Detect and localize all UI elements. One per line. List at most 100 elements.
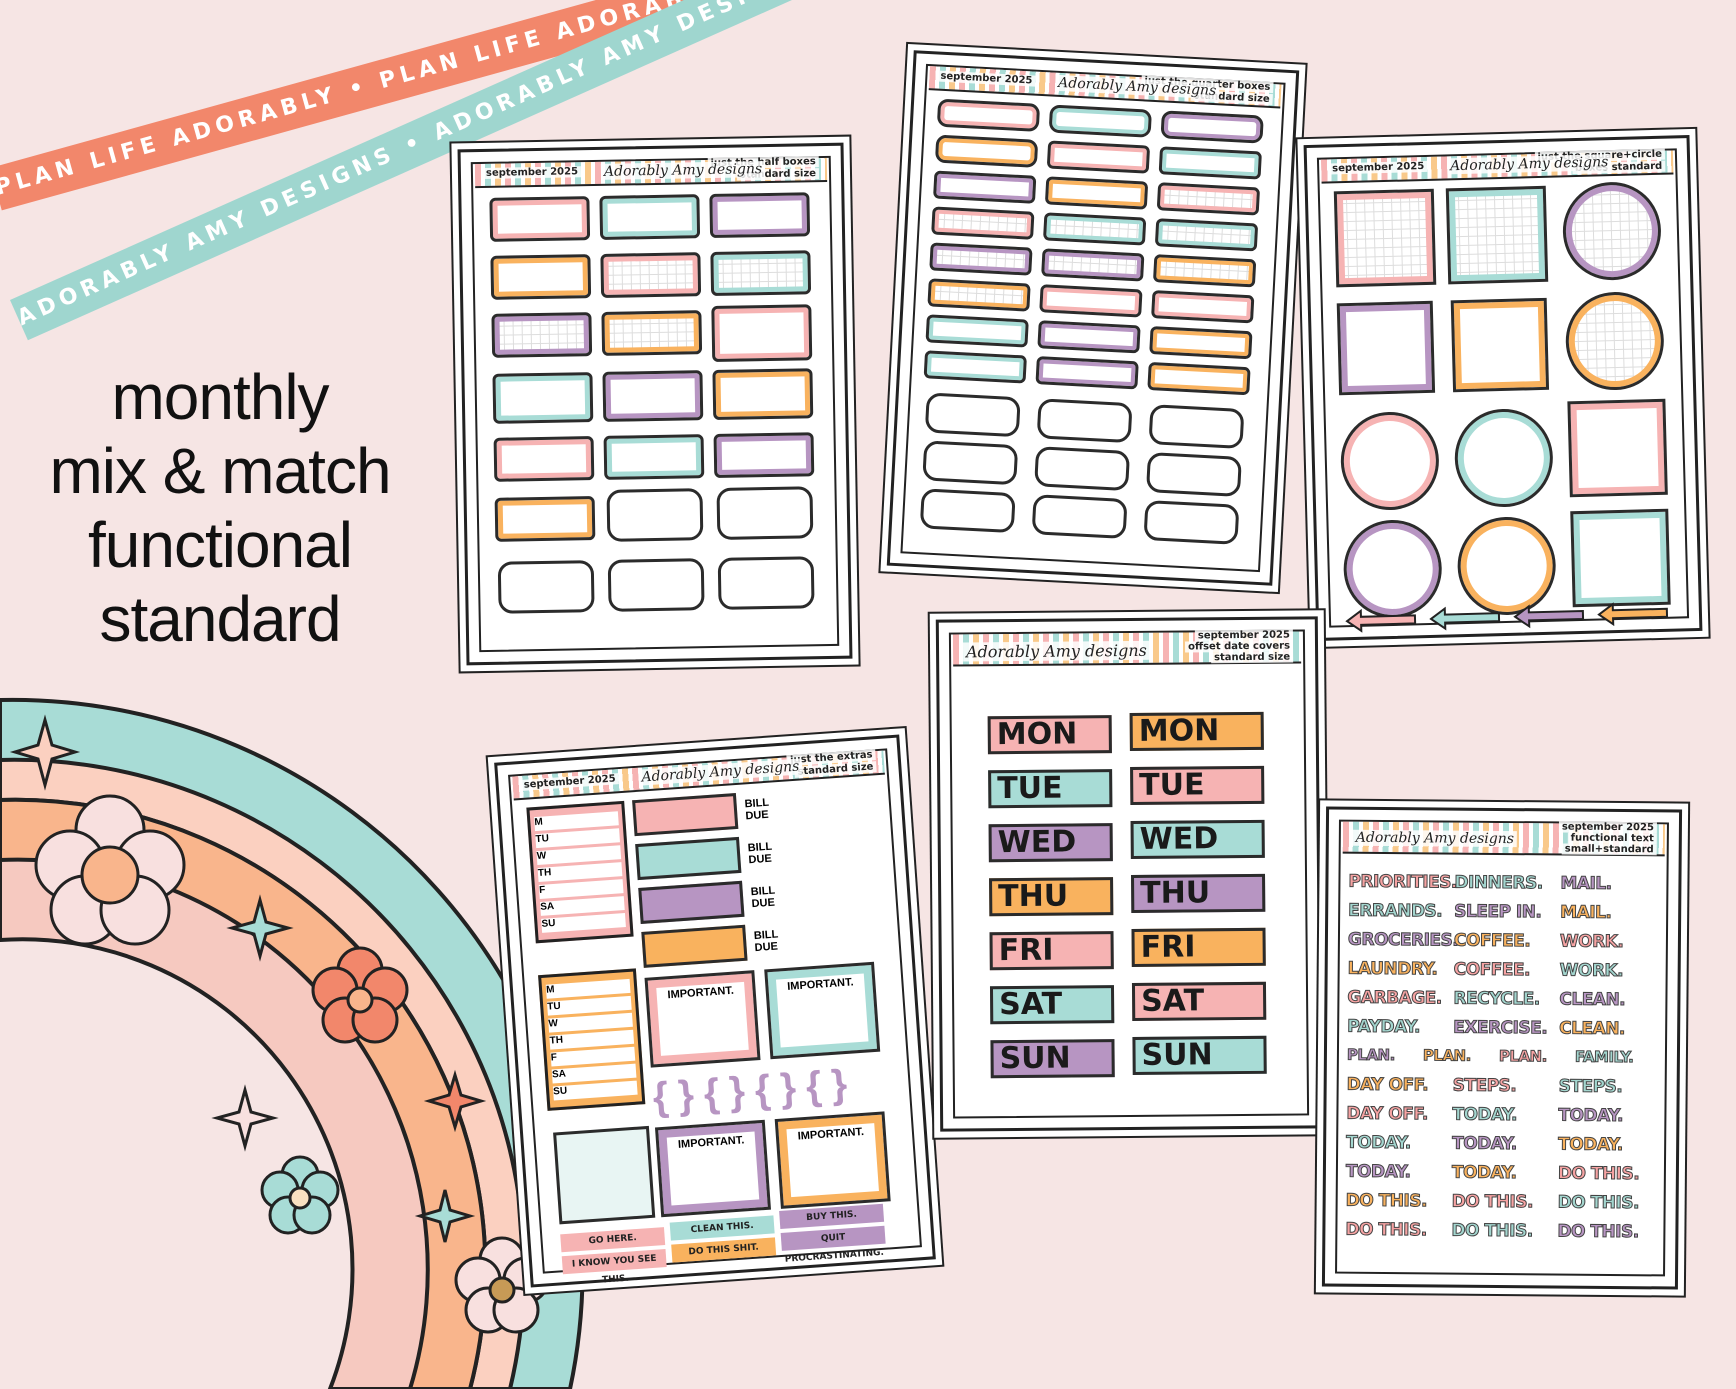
date-cover: TUE [988, 769, 1113, 809]
functional-text-word: DO THIS. [1557, 1192, 1640, 1214]
date-cover: THU [1131, 873, 1266, 913]
week-day: SU [552, 1080, 638, 1101]
date-cover: FRI [989, 931, 1114, 971]
coral-flower-icon [311, 946, 409, 1044]
quarter-box [933, 170, 1037, 204]
functional-text-word: WORK. [1559, 960, 1624, 982]
functional-text-word: TODAY. [1558, 1105, 1624, 1127]
functional-text-word: STEPS. [1452, 1075, 1517, 1097]
quarter-box-grid [1152, 254, 1257, 288]
quarter-box-grid [1154, 218, 1259, 252]
headline-line-3: functional [88, 509, 353, 581]
square-box [1450, 297, 1550, 393]
sheet-extras: september 2025 just the extras standard … [494, 734, 936, 1288]
functional-text-word: WORK. [1559, 931, 1624, 953]
functional-text-word: TODAY. [1345, 1161, 1411, 1183]
square-box [1333, 188, 1437, 288]
important-box: IMPORTANT. [774, 1111, 891, 1209]
functional-text-word: STEPS. [1558, 1076, 1623, 1098]
sheet-month: september 2025 [937, 70, 1036, 87]
functional-text-word: FAMILY. [1574, 1047, 1634, 1067]
half-box-grid [600, 252, 702, 298]
date-cover: THU [989, 877, 1114, 917]
functional-text-word: COFFEE. [1453, 959, 1531, 981]
functional-text-word: MAIL. [1560, 902, 1612, 923]
bill-due-label: BILL DUE [750, 884, 776, 911]
functional-text-word: PRIORITIES. [1348, 871, 1458, 893]
sheet-title: september 2025 [1558, 821, 1657, 834]
quarter-box [1147, 361, 1251, 396]
washi-box [1034, 446, 1131, 492]
headline-line-1: monthly [111, 361, 329, 433]
functional-text-word: GROCERIES. [1347, 929, 1459, 951]
quarter-box [1037, 320, 1141, 354]
functional-text-word: CLEAN. [1559, 989, 1626, 1011]
date-cover: FRI [1131, 927, 1266, 967]
functional-text-word: PLAN. [1346, 1045, 1395, 1065]
important-label: IMPORTANT. [786, 976, 854, 993]
half-box [489, 196, 591, 242]
functional-text-word: GARBAGE. [1347, 987, 1443, 1009]
washi-box [1036, 398, 1133, 444]
headline: monthly mix & match functional standard [20, 360, 420, 656]
sheet-month: september 2025 [520, 773, 620, 791]
quarter-box [1048, 104, 1152, 138]
washi-box [1145, 452, 1242, 497]
functional-text-word: TODAY. [1558, 1134, 1624, 1156]
teal-flower-icon [260, 1155, 340, 1235]
quarter-box [925, 314, 1029, 348]
functional-text-word: EXERCISE. [1453, 1017, 1548, 1039]
quarter-box [1158, 146, 1262, 180]
washi-box [607, 558, 705, 612]
half-box [709, 192, 811, 239]
functional-text-word: CLEAN. [1559, 1018, 1626, 1040]
headline-line-4: standard [99, 583, 341, 655]
important-label: IMPORTANT. [797, 1125, 865, 1143]
washi-box [924, 392, 1021, 438]
sheet-month: september 2025 [482, 166, 582, 179]
functional-text-word: DO THIS. [1557, 1221, 1640, 1243]
square-box [1445, 185, 1549, 285]
habit-tracker [641, 924, 748, 968]
date-cover: SUN [990, 1039, 1115, 1079]
half-box [599, 194, 701, 240]
bill-due-label: BILL DUE [747, 840, 773, 867]
week-list: M TU W TH F SA SU [526, 800, 634, 944]
washi-box [1148, 404, 1245, 449]
date-cover: MON [1129, 711, 1264, 751]
brand-logo: Adorably Amy designs [600, 161, 766, 180]
half-box [602, 370, 704, 422]
washi-box [606, 488, 704, 542]
sheet-size: standard size [1211, 651, 1294, 664]
quarter-box-grid [927, 278, 1031, 312]
half-box [490, 254, 592, 300]
sheet-square-circle: september 2025 just the square+circle bo… [1303, 135, 1703, 641]
half-box [492, 372, 594, 424]
functional-text-word: SLEEP IN. [1454, 901, 1542, 923]
functional-text-word: TODAY. [1452, 1104, 1518, 1126]
functional-text-word: PLAN. [1422, 1046, 1471, 1065]
date-cover: MON [987, 715, 1112, 755]
functional-text-word: COFFEE. [1453, 930, 1531, 952]
arrow-icon [1345, 602, 1669, 633]
important-label: IMPORTANT. [677, 1134, 745, 1151]
functional-text-word: DO THIS. [1557, 1163, 1640, 1185]
square-box [1570, 508, 1671, 608]
functional-text-word: PAYDAY. [1347, 1016, 1421, 1038]
rainbow-illustration [0, 697, 585, 1389]
half-box [713, 432, 815, 478]
important-box: IMPORTANT. [644, 970, 761, 1068]
date-cover: TUE [1130, 765, 1265, 805]
functional-text-word: DO THIS. [1345, 1190, 1428, 1212]
date-cover: WED [988, 823, 1113, 863]
half-box-grid [710, 250, 812, 297]
sheet-title: september 2025 [1194, 629, 1293, 642]
washi-box [1031, 494, 1128, 540]
date-cover: SUN [1132, 1035, 1267, 1075]
important-box: IMPORTANT. [764, 961, 881, 1060]
half-box-grid [491, 312, 593, 358]
sheet-subtitle: functional text [1567, 832, 1657, 845]
washi-box [717, 556, 815, 610]
quarter-box [1160, 110, 1264, 144]
white-flower-icon [454, 1236, 550, 1334]
